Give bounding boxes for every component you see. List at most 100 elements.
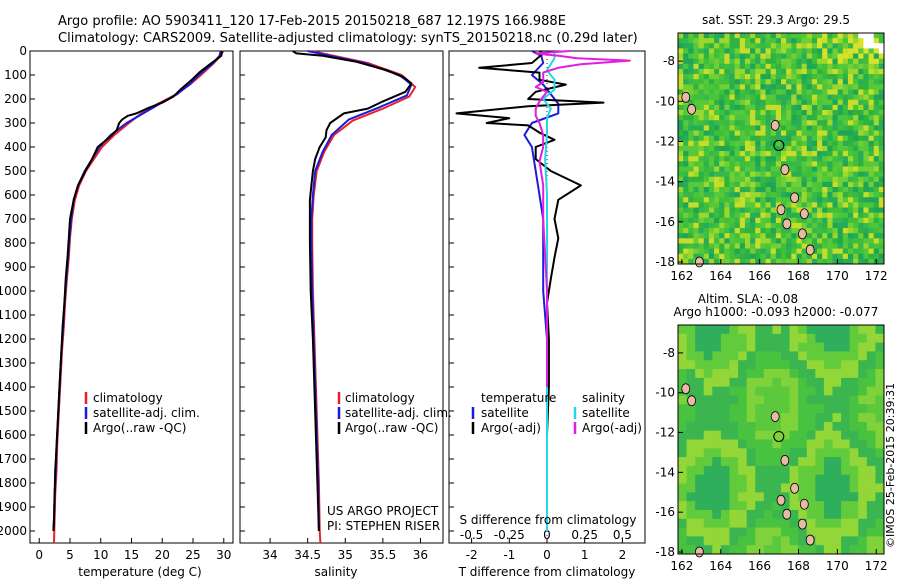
series-line (52, 50, 223, 532)
map-cell (806, 430, 816, 440)
map-cell (817, 48, 823, 54)
header-line1: Argo profile: AO 5903411_120 17-Feb-2015… (58, 14, 566, 29)
map-cell (683, 130, 689, 137)
map-cell (798, 509, 808, 520)
map-cell (827, 74, 833, 80)
map-cell (750, 63, 756, 70)
map-cell (775, 228, 782, 234)
map-cell (750, 120, 756, 126)
map-cell (719, 89, 725, 95)
map-cell (719, 258, 725, 265)
map-cell (853, 68, 859, 75)
map-cell (760, 48, 766, 54)
map-cell (853, 212, 859, 219)
map-cell (832, 222, 839, 229)
lat-tick-label: -14 (655, 465, 675, 479)
map-cell (750, 53, 756, 60)
map-cell (815, 360, 825, 370)
map-cell (678, 84, 684, 90)
map-cell (823, 404, 833, 414)
map-cell (868, 171, 875, 178)
map-cell (781, 197, 787, 203)
map-cell (719, 104, 725, 111)
map-cell (714, 99, 720, 106)
map-cell (755, 74, 761, 80)
map-cell (796, 38, 802, 44)
map-cell (693, 166, 699, 172)
map-cell (798, 404, 808, 414)
map-cell (770, 171, 777, 178)
map-cell (734, 212, 741, 219)
map-cell (801, 151, 808, 157)
map-cell (863, 197, 869, 203)
map-cell (734, 197, 741, 203)
header-line2: Climatology: CARS2009. Satellite-adjuste… (58, 31, 638, 46)
map-cell (714, 94, 720, 101)
map-cell (832, 104, 839, 111)
map-cell (729, 74, 736, 80)
map-cell (720, 518, 730, 528)
map-cell (765, 212, 772, 219)
map-cell (827, 48, 833, 54)
map-cell (796, 161, 802, 167)
map-cell (693, 33, 699, 39)
map-cell (688, 258, 694, 265)
map-cell (693, 233, 699, 239)
map-cell (832, 360, 842, 370)
map-cell (720, 333, 730, 344)
map-cell (791, 176, 797, 183)
map-cell (729, 89, 736, 95)
map-cell (755, 342, 765, 352)
map-cell (688, 181, 694, 188)
map-cell (720, 360, 730, 370)
map-cell (832, 325, 842, 335)
map-cell (734, 84, 741, 90)
map-cell (698, 248, 705, 255)
map-cell (863, 74, 869, 80)
map-cell (815, 492, 825, 502)
map-cell (832, 166, 839, 172)
map-cell (858, 171, 864, 178)
map-cell (770, 104, 777, 111)
map-cell (796, 120, 802, 126)
map-cell (724, 228, 730, 234)
map-cell (734, 187, 741, 193)
map-cell (755, 156, 761, 162)
map-cell (750, 130, 756, 137)
map-cell (678, 439, 687, 449)
map-cell (734, 58, 741, 65)
map-cell (746, 342, 756, 352)
map-cell (781, 483, 790, 493)
map-cell (849, 457, 859, 467)
map-cell (720, 527, 730, 537)
map-cell (770, 94, 777, 101)
map-cell (693, 176, 699, 183)
map-cell (739, 63, 746, 70)
map-cell (827, 207, 833, 214)
map-cell (791, 79, 797, 85)
map-cell (729, 135, 736, 142)
map-cell (719, 135, 725, 142)
map-cell (796, 238, 802, 244)
map-cell (755, 68, 761, 75)
map-cell (853, 166, 859, 172)
map-cell (703, 181, 710, 188)
map-cell (858, 222, 864, 229)
map-cell (837, 212, 844, 219)
map-cell (823, 351, 833, 361)
map-cell (806, 104, 813, 111)
map-cell (842, 171, 849, 178)
map-cell (798, 439, 808, 449)
map-cell (863, 48, 869, 54)
map-cell (827, 58, 833, 65)
map-cell (878, 89, 885, 95)
depth-tick-label: 500 (4, 164, 27, 178)
map-cell (678, 333, 687, 344)
map-cell (695, 430, 705, 440)
map-cell (822, 38, 828, 44)
map-cell (724, 248, 730, 255)
map-cell (837, 38, 844, 44)
map-cell (781, 84, 787, 90)
map-cell (873, 151, 880, 157)
map-cell (801, 38, 808, 44)
